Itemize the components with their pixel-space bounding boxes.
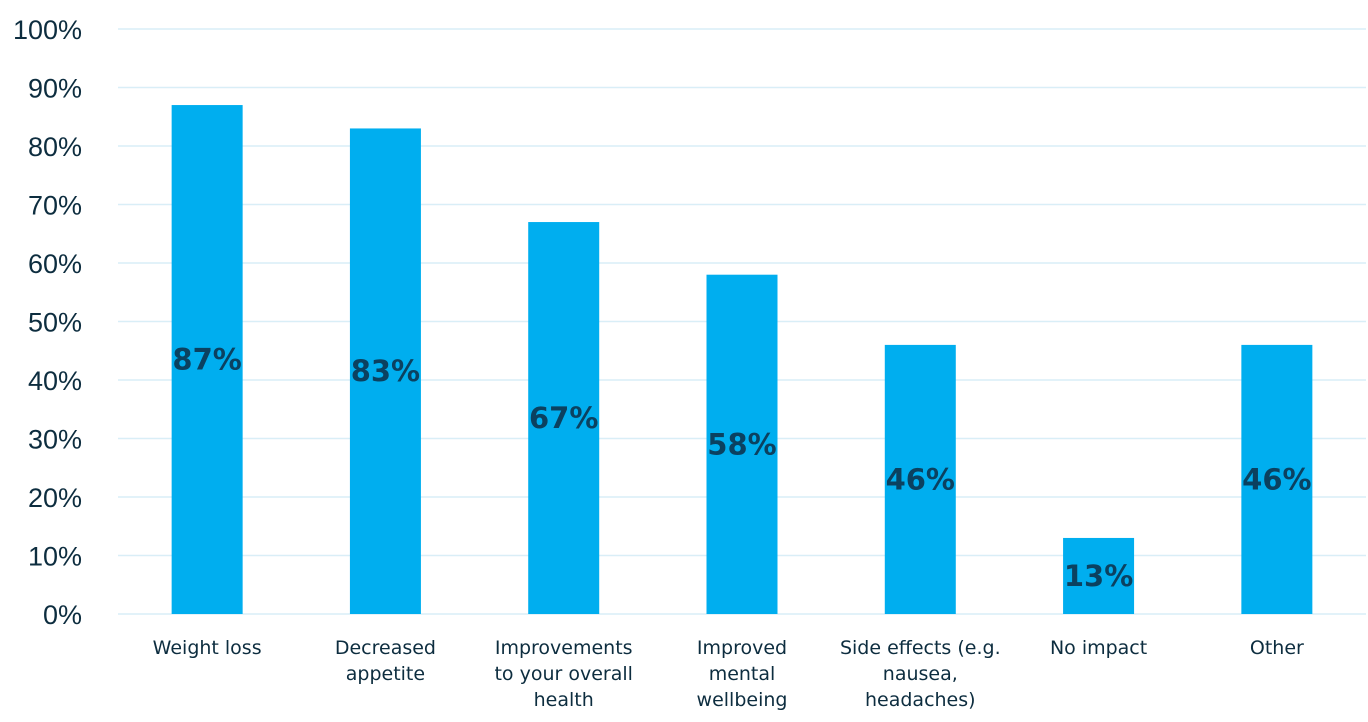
- y-tick-label: 20%: [28, 483, 82, 513]
- bar: [884, 344, 956, 614]
- x-category-line: Side effects (e.g.: [840, 637, 1001, 659]
- x-category-label: Decreased appetite: [335, 637, 436, 685]
- x-category-line: No impact: [1050, 637, 1147, 659]
- y-tick-label: 60%: [28, 249, 82, 279]
- data-label: 46%: [886, 462, 955, 496]
- x-category-label: Other: [1250, 637, 1304, 659]
- bar: [1063, 537, 1135, 614]
- y-tick-label: 30%: [28, 425, 82, 455]
- x-category-line: appetite: [346, 663, 425, 685]
- data-label: 87%: [172, 343, 241, 377]
- y-tick-label: 90%: [28, 74, 82, 104]
- data-label: 83%: [351, 354, 420, 388]
- x-category-label: Weight loss: [153, 637, 262, 659]
- x-category-line: mental: [709, 663, 776, 685]
- x-axis-categories: Weight loss Decreased appetite Improvements…: [153, 637, 1304, 711]
- y-tick-label: 50%: [28, 308, 82, 338]
- x-category-line: Weight loss: [153, 637, 262, 659]
- y-tick-label: 70%: [28, 191, 82, 221]
- bar: [171, 105, 243, 615]
- x-category-label: Side effects (e.g. nausea, headaches): [840, 637, 1001, 711]
- bars: [171, 105, 1313, 615]
- x-category-line: Decreased: [335, 637, 436, 659]
- x-category-line: nausea,: [883, 663, 958, 685]
- x-category-line: Improvements: [495, 637, 633, 659]
- data-label: 67%: [529, 401, 598, 435]
- x-category-line: wellbeing: [697, 689, 788, 711]
- y-axis-ticks: 0% 10% 20% 30% 40% 50% 60% 70% 80% 90% 100%: [13, 15, 82, 630]
- x-category-line: health: [534, 689, 594, 711]
- y-tick-label: 10%: [28, 542, 82, 572]
- x-category-line: Improved: [697, 637, 787, 659]
- y-tick-label: 40%: [28, 366, 82, 396]
- data-label: 13%: [1064, 559, 1133, 593]
- bar: [528, 222, 600, 615]
- y-tick-label: 0%: [43, 600, 82, 630]
- y-tick-label: 100%: [13, 15, 82, 45]
- bar: [1241, 344, 1313, 614]
- data-label: 58%: [707, 427, 776, 461]
- bar: [706, 274, 778, 614]
- x-category-label: Improved mental wellbeing: [697, 637, 788, 711]
- x-category-line: Other: [1250, 637, 1304, 659]
- bar: [349, 128, 421, 614]
- data-label: 46%: [1242, 462, 1311, 496]
- x-category-line: headaches): [865, 689, 976, 711]
- data-labels: 87% 83% 67% 58% 46% 13% 46%: [172, 343, 1311, 593]
- x-category-label: No impact: [1050, 637, 1147, 659]
- y-tick-label: 80%: [28, 132, 82, 162]
- x-category-label: Improvements to your overall health: [494, 637, 632, 711]
- x-category-line: to your overall: [494, 663, 632, 685]
